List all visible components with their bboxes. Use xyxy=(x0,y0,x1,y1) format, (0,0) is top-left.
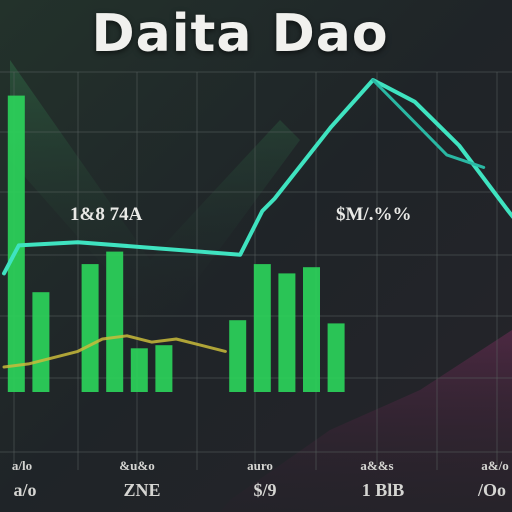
bar-13 xyxy=(303,267,320,392)
bar-11 xyxy=(253,264,271,392)
x-tick-top-5: a&/o xyxy=(481,458,509,473)
bar-4 xyxy=(81,264,99,392)
bar-6 xyxy=(130,348,148,392)
x-tick-top-1: a/lo xyxy=(11,458,33,473)
annotation-right: $M/.%% xyxy=(336,204,412,225)
annotation-left: 1&8 74A xyxy=(70,204,143,225)
x-tick-bottom-2: ZNE xyxy=(123,480,161,500)
series-line-3 xyxy=(2,334,227,369)
chart-title: Daita Dao xyxy=(91,4,389,64)
bar-14 xyxy=(327,323,345,392)
background-glow xyxy=(10,60,300,330)
bar-1 xyxy=(7,95,25,392)
bar-12 xyxy=(278,273,296,392)
chart-marks xyxy=(2,78,512,392)
x-tick-top-2: &u&o xyxy=(119,458,155,473)
x-tick-top-3: auro xyxy=(247,458,273,473)
x-tick-bottom-4: 1 BlB xyxy=(361,480,405,500)
background-area xyxy=(220,330,512,512)
x-tick-bottom-1: a/o xyxy=(13,480,37,500)
x-tick-bottom-5: /Oo xyxy=(477,480,507,500)
x-tick-top-4: a&&s xyxy=(360,458,394,473)
series-line-1 xyxy=(2,78,512,276)
bar-5 xyxy=(106,251,124,392)
series-line-2 xyxy=(371,78,486,169)
bar-2 xyxy=(32,292,50,392)
x-tick-bottom-3: $/9 xyxy=(253,480,277,500)
bar-7 xyxy=(155,345,173,392)
bar-10 xyxy=(229,320,247,392)
